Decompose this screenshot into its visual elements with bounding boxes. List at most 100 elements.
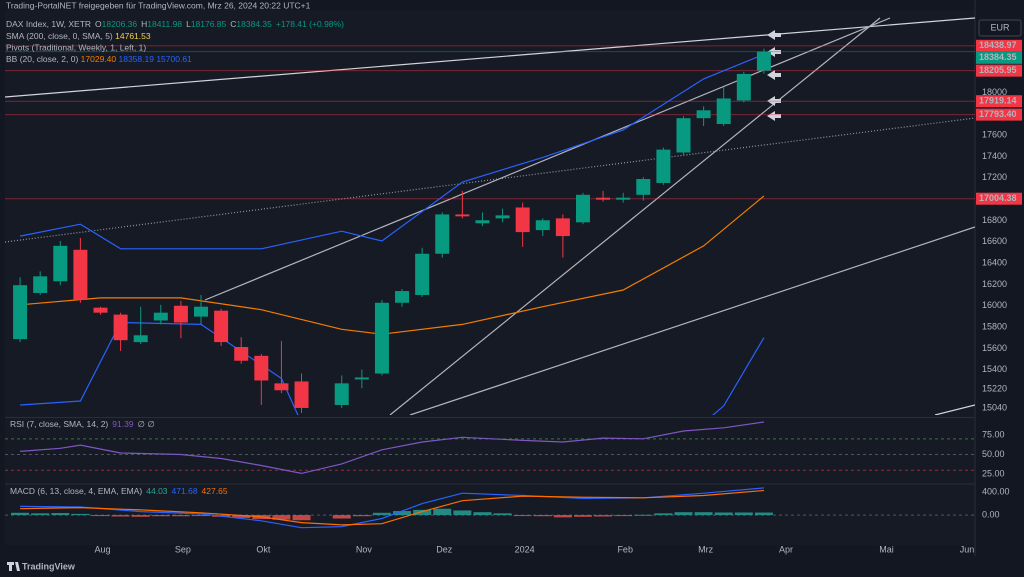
histogram-bar [31, 513, 50, 516]
price-label: 18384.35 [979, 52, 1017, 62]
histogram-bar [493, 513, 512, 516]
x-tick-label: Sep [175, 544, 191, 554]
pane-legend: MACD (6, 13, close, 4, EMA, EMA) 44.03 471… [10, 486, 228, 496]
histogram-bar [171, 515, 190, 517]
price-label: 17919.14 [979, 96, 1017, 106]
bb-legend: BB (20, close, 2, 0) 17029.40 18358.19 1… [6, 54, 192, 64]
y-tick-label: 15800 [982, 321, 1007, 331]
currency[interactable]: EUR [990, 22, 1010, 32]
candle-body [93, 307, 108, 313]
x-tick-label: Okt [256, 544, 271, 554]
histogram-bar [111, 515, 130, 517]
plot-area [5, 10, 975, 545]
histogram-bar [754, 512, 773, 516]
y-tick-label: 17400 [982, 151, 1007, 161]
ohlc-prefix: L [186, 19, 191, 29]
bb-upper: 18358.19 [119, 54, 155, 64]
ohlc-value: 18206.36 [102, 19, 138, 29]
histogram-bar [352, 515, 371, 517]
pane [5, 487, 975, 529]
x-tick-label: Dez [436, 544, 453, 554]
y-tick-label: 17200 [982, 172, 1007, 182]
candle-body [113, 314, 128, 341]
series-layer: 18000 17600 17400 17200 16800 16600 16400 16200… [5, 39, 1022, 554]
y-tick-label: 17600 [982, 130, 1007, 140]
sma-legend: SMA (200, close, 0, SMA, 5) 14761.53 [6, 31, 151, 41]
candle-body [535, 220, 550, 231]
y-tick-label: 16800 [982, 215, 1007, 225]
candle-body [435, 214, 450, 254]
y-tick-label: 50.00 [982, 449, 1005, 459]
y-tick-label: 16200 [982, 279, 1007, 289]
candle-body [515, 207, 530, 233]
price-label: 18438.97 [979, 40, 1017, 50]
histogram-bar [393, 511, 412, 516]
price-label-box [976, 95, 1022, 108]
pivots-legend: Pivots (Traditional, Weekly, 1, Left, 1) [6, 42, 146, 52]
y-tick-label: 18000 [982, 87, 1007, 97]
candle-body [596, 197, 611, 200]
candle-body [495, 215, 510, 219]
logo-text: TradingView [22, 561, 76, 571]
histogram-bar [433, 508, 452, 516]
symbol-name: DAX Index, 1W, XETR [6, 19, 91, 29]
candle-body [395, 291, 410, 303]
pane-value: 91.39 [112, 419, 134, 429]
x-tick-label: Aug [94, 544, 110, 554]
histogram-bar [513, 515, 532, 517]
histogram-bar [372, 512, 391, 516]
candle-body [354, 377, 369, 380]
logo-icon [7, 562, 20, 571]
price-label-box [976, 192, 1022, 205]
pane-name: RSI (7, close, SMA, 14, 2) [10, 419, 108, 429]
y-tick-label: 16600 [982, 236, 1007, 246]
pane-legend: RSI (7, close, SMA, 14, 2) 91.39 ∅ ∅ [10, 419, 155, 429]
x-tick-label: Jun [960, 544, 975, 554]
pane-value: 471.68 [172, 486, 198, 496]
histogram-bar [614, 515, 633, 517]
candle-body [73, 249, 88, 300]
histogram-bar [192, 515, 211, 517]
sma-value: 14761.53 [115, 31, 151, 41]
ohlc-prefix: O [95, 19, 102, 29]
trend-line [5, 117, 975, 243]
candle-body [555, 218, 570, 237]
pane-value: 44.03 [146, 486, 168, 496]
candle-body [53, 245, 68, 282]
trend-line [5, 17, 975, 98]
candle-body [194, 306, 209, 317]
macd-line [20, 489, 764, 526]
ohlc-value: 18176.85 [191, 19, 227, 29]
histogram-bar [654, 513, 673, 516]
candle-body [33, 276, 48, 293]
candle-body [455, 214, 470, 217]
currency-button[interactable] [978, 19, 1022, 37]
x-tick-label: Mai [879, 544, 894, 554]
x-tick-label: Apr [779, 544, 793, 554]
candle-body [716, 98, 731, 125]
histogram-bar [594, 515, 613, 517]
candle-body [234, 347, 249, 361]
candle-body [133, 335, 148, 343]
change: +178.41 (+0.98%) [276, 19, 344, 29]
y-tick-label: 15400 [982, 364, 1007, 374]
y-tick-label: 15600 [982, 343, 1007, 353]
histogram-bar [573, 515, 592, 517]
candle-body [415, 253, 430, 295]
ohlc-value: 18411.98 [147, 19, 182, 29]
histogram-bar [694, 512, 713, 516]
bb-name: BB (20, close, 2, 0) [6, 54, 78, 64]
sma-name: SMA (200, close, 0, SMA, 5) [6, 31, 113, 41]
pane [5, 421, 975, 475]
trend-line [409, 226, 975, 415]
pane [5, 45, 975, 415]
candle-body [756, 51, 771, 71]
price-label: 18205.95 [979, 65, 1017, 75]
y-tick-label: 25.00 [982, 469, 1005, 479]
y-tick-label: 0.00 [982, 509, 1000, 519]
candle-body [173, 305, 188, 323]
bb-basis: 17029.40 [81, 54, 117, 64]
candle-body [153, 312, 168, 321]
price-label-box [976, 108, 1022, 121]
